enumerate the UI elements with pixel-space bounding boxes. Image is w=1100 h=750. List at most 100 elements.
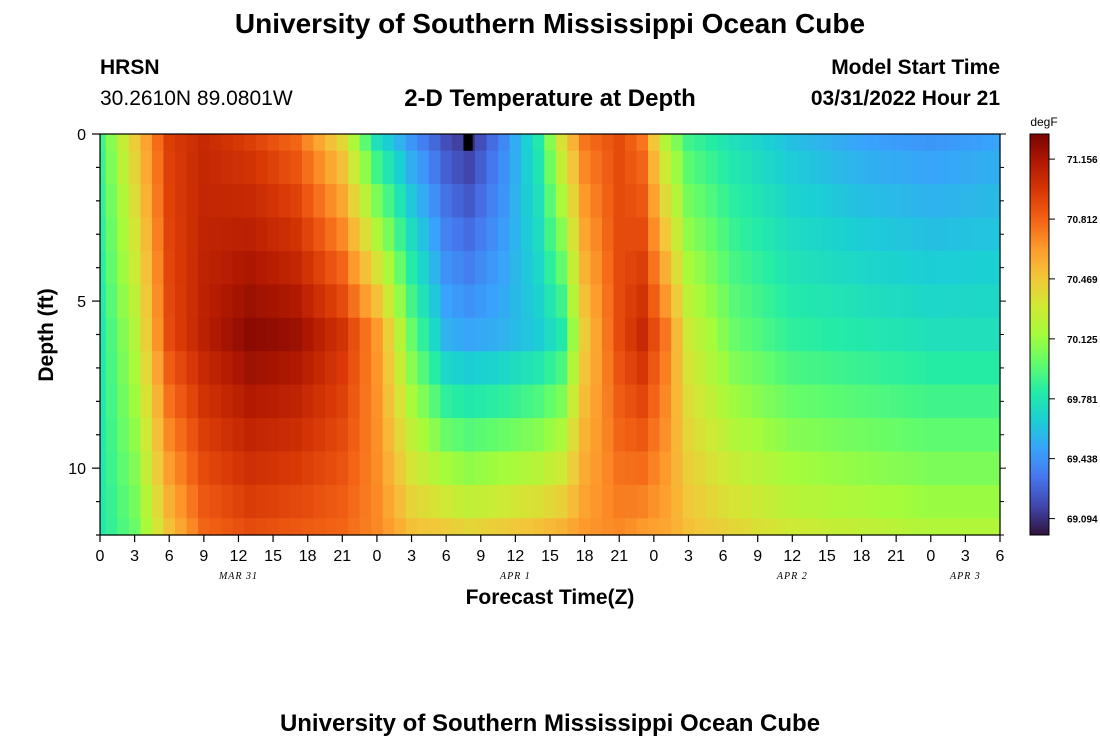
heatmap-cell — [613, 351, 626, 386]
heatmap-cell — [151, 418, 165, 453]
heatmap-cell — [544, 134, 557, 152]
heatmap-cell — [567, 484, 580, 519]
heatmap-cell — [532, 317, 545, 352]
heatmap-cell — [555, 418, 568, 453]
heatmap-cell — [648, 418, 661, 453]
heatmap-cell — [890, 351, 903, 386]
heatmap-cell — [128, 184, 141, 219]
heatmap-cell — [659, 134, 672, 152]
heatmap-cell — [948, 150, 961, 185]
heatmap-cell — [855, 184, 868, 219]
heatmap-cell — [509, 351, 522, 386]
heatmap-cell — [878, 150, 891, 185]
heatmap-cell — [982, 317, 995, 352]
heatmap-cell — [209, 284, 222, 319]
heatmap-cell — [555, 518, 568, 536]
heatmap-cell — [486, 134, 499, 152]
heatmap-cell — [244, 150, 257, 185]
heatmap-cell — [394, 184, 407, 219]
heatmap-cell — [232, 384, 245, 419]
heatmap-cell — [925, 351, 938, 386]
heatmap-cell — [267, 317, 280, 352]
y-tick-label: 0 — [77, 127, 86, 144]
heatmap-cell — [578, 217, 591, 252]
heatmap-cell — [175, 351, 188, 386]
heatmap-cell — [855, 518, 868, 536]
heatmap-cell — [994, 451, 1001, 486]
heatmap-cells — [100, 134, 1001, 536]
heatmap-cell — [405, 217, 418, 252]
heatmap-cell — [348, 384, 361, 419]
heatmap-cell — [948, 217, 961, 252]
heatmap-cell — [740, 384, 753, 419]
x-tick-label: 9 — [476, 548, 485, 565]
colorbar-tick-label: 70.469 — [1067, 275, 1098, 286]
heatmap-cell — [648, 351, 661, 386]
heatmap-cell — [532, 418, 545, 453]
heatmap-cell — [763, 418, 776, 453]
heatmap-cell — [417, 418, 430, 453]
heatmap-cell — [175, 418, 188, 453]
heatmap-cell — [567, 150, 580, 185]
heatmap-cell — [775, 317, 788, 352]
heatmap-cell — [809, 518, 822, 536]
x-tick-label: 12 — [783, 548, 801, 565]
heatmap-cell — [440, 217, 453, 252]
heatmap-cell — [417, 250, 430, 285]
heatmap-cell — [521, 451, 534, 486]
heatmap-cell — [936, 384, 949, 419]
heatmap-cell — [705, 484, 718, 519]
heatmap-cell — [463, 150, 476, 185]
heatmap-cell — [844, 217, 857, 252]
heatmap-cell — [925, 518, 938, 536]
heatmap-cell — [601, 184, 615, 219]
heatmap-cell — [936, 351, 949, 386]
heatmap-cell — [209, 134, 222, 152]
heatmap-cell — [198, 451, 211, 486]
heatmap-cell — [105, 250, 118, 285]
heatmap-cell — [278, 484, 291, 519]
heatmap-cell — [163, 384, 176, 419]
heatmap-cell — [198, 384, 211, 419]
heatmap-cell — [694, 134, 707, 152]
heatmap-cell — [763, 250, 776, 285]
heatmap-cell — [544, 418, 557, 453]
heatmap-cell — [832, 184, 845, 219]
heatmap-cell — [717, 518, 730, 536]
heatmap-cell — [532, 250, 545, 285]
heatmap-cell — [417, 451, 430, 486]
heatmap-cell — [509, 184, 522, 219]
heatmap-cell — [798, 451, 811, 486]
x-tick-label: 6 — [442, 548, 451, 565]
heatmap-cell — [394, 150, 407, 185]
heatmap-cell — [786, 217, 799, 252]
heatmap-cell — [798, 484, 811, 519]
heatmap-cell — [417, 134, 430, 152]
heatmap-cell — [405, 484, 418, 519]
heatmap-cell — [648, 217, 661, 252]
heatmap-cell — [590, 250, 603, 285]
heatmap-cell — [555, 284, 568, 319]
heatmap-cell — [578, 134, 591, 152]
heatmap-cell — [867, 484, 880, 519]
heatmap-cell — [971, 134, 984, 152]
heatmap-cell — [821, 184, 834, 219]
heatmap-cell — [394, 351, 407, 386]
heatmap-cell — [278, 351, 291, 386]
heatmap-cell — [959, 518, 972, 536]
heatmap-cell — [728, 451, 741, 486]
heatmap-cell — [659, 150, 672, 185]
heatmap-cell — [221, 217, 234, 252]
heatmap-cell — [209, 184, 222, 219]
heatmap-cell — [982, 451, 995, 486]
heatmap-cell — [982, 418, 995, 453]
heatmap-cell — [809, 150, 822, 185]
heatmap-cell — [982, 518, 995, 536]
heatmap-cell — [971, 518, 984, 536]
heatmap-cell — [186, 284, 199, 319]
heatmap-cell — [890, 317, 903, 352]
heatmap-cell — [913, 250, 926, 285]
heatmap-cell — [636, 484, 649, 519]
heatmap-cell — [451, 250, 465, 285]
